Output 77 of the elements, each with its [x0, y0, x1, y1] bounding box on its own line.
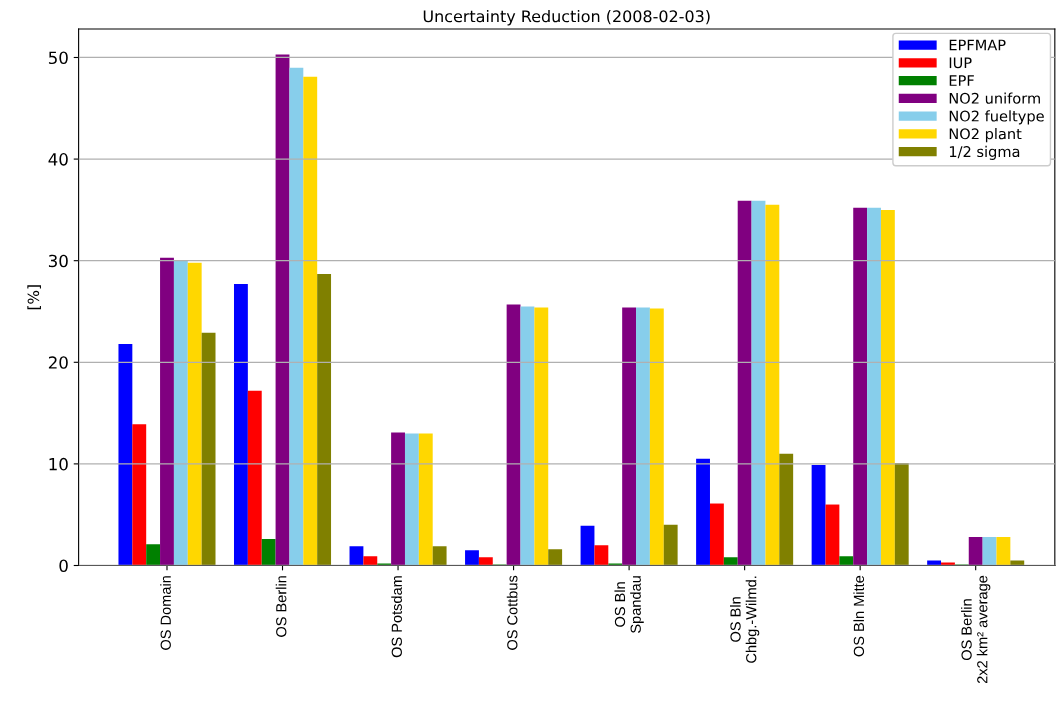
legend-label: NO2 fueltype	[949, 110, 1044, 125]
y-tick-label: 0	[59, 559, 68, 573]
bar	[132, 424, 147, 566]
legend-label: EPFMAP	[949, 39, 1006, 51]
bar	[465, 550, 479, 566]
y-tick-label: 20	[48, 356, 68, 369]
y-tick-label: 50	[48, 51, 68, 65]
bar	[867, 207, 881, 566]
bar	[649, 308, 664, 566]
bar	[261, 539, 276, 566]
bar	[825, 504, 840, 566]
bar	[696, 458, 710, 566]
bar	[839, 556, 854, 566]
bar	[982, 537, 997, 566]
bar	[622, 307, 637, 566]
bar	[765, 204, 780, 566]
legend-label: IUP	[949, 57, 972, 69]
bar	[751, 200, 766, 566]
bar	[404, 433, 419, 566]
bar	[663, 524, 678, 566]
bar	[723, 557, 738, 566]
bar	[303, 76, 318, 566]
bar	[478, 557, 493, 566]
bar	[289, 67, 304, 566]
x-tick-label: OS Berlin	[275, 576, 287, 637]
bar	[1010, 560, 1025, 566]
bar	[853, 207, 868, 566]
x-tick-label: OS Potsdam	[391, 576, 402, 658]
bar	[580, 525, 595, 566]
bar	[636, 307, 650, 566]
bar	[201, 332, 216, 566]
y-axis-title: [%]	[27, 285, 41, 310]
x-tick-label: OS Cottbus	[506, 575, 518, 650]
bar	[391, 432, 405, 566]
bar	[234, 284, 248, 566]
bar	[927, 560, 942, 566]
bar	[941, 562, 955, 566]
bar	[432, 546, 447, 566]
x-tick-label: OS Bln Spandau	[614, 576, 644, 633]
bar	[968, 537, 983, 566]
bar	[317, 273, 332, 566]
bar	[146, 544, 161, 566]
bar	[173, 260, 188, 566]
x-tick-label: OS Berlin 2x2 km² average	[961, 575, 991, 684]
bar	[811, 464, 826, 566]
y-tick-label: 40	[48, 153, 68, 166]
bar	[548, 549, 563, 566]
bar	[520, 306, 535, 566]
bar	[275, 54, 290, 566]
bar	[247, 390, 262, 566]
bar	[363, 556, 378, 566]
bar	[506, 304, 521, 566]
bar	[118, 344, 133, 566]
bar	[880, 209, 895, 566]
x-tick-label: OS Domain	[160, 576, 171, 650]
y-tick-label: 10	[49, 457, 68, 471]
bar	[534, 307, 549, 566]
y-tick-label: 30	[48, 254, 68, 268]
legend-label: EPF	[949, 75, 974, 86]
x-tick-label: OS Bln Mitte	[853, 575, 865, 657]
bar	[594, 545, 609, 566]
bar	[377, 563, 392, 566]
chart-title: Uncertainty Reduction (2008-02-03)	[423, 9, 710, 26]
legend-label: NO2 plant	[949, 128, 1022, 143]
legend-label: 1/2 sigma	[949, 145, 1020, 160]
bar	[418, 433, 433, 566]
bar	[894, 462, 909, 566]
legend-label: NO2 uniform	[949, 92, 1040, 104]
bar	[996, 537, 1011, 566]
bar	[779, 453, 794, 566]
x-tick-label: OS Bln Chbg.-Wilmd.	[729, 576, 760, 663]
bar	[349, 546, 364, 566]
bar	[160, 257, 174, 566]
bar	[608, 563, 623, 566]
bar	[737, 200, 752, 566]
bar	[709, 503, 724, 566]
bar	[187, 262, 202, 566]
